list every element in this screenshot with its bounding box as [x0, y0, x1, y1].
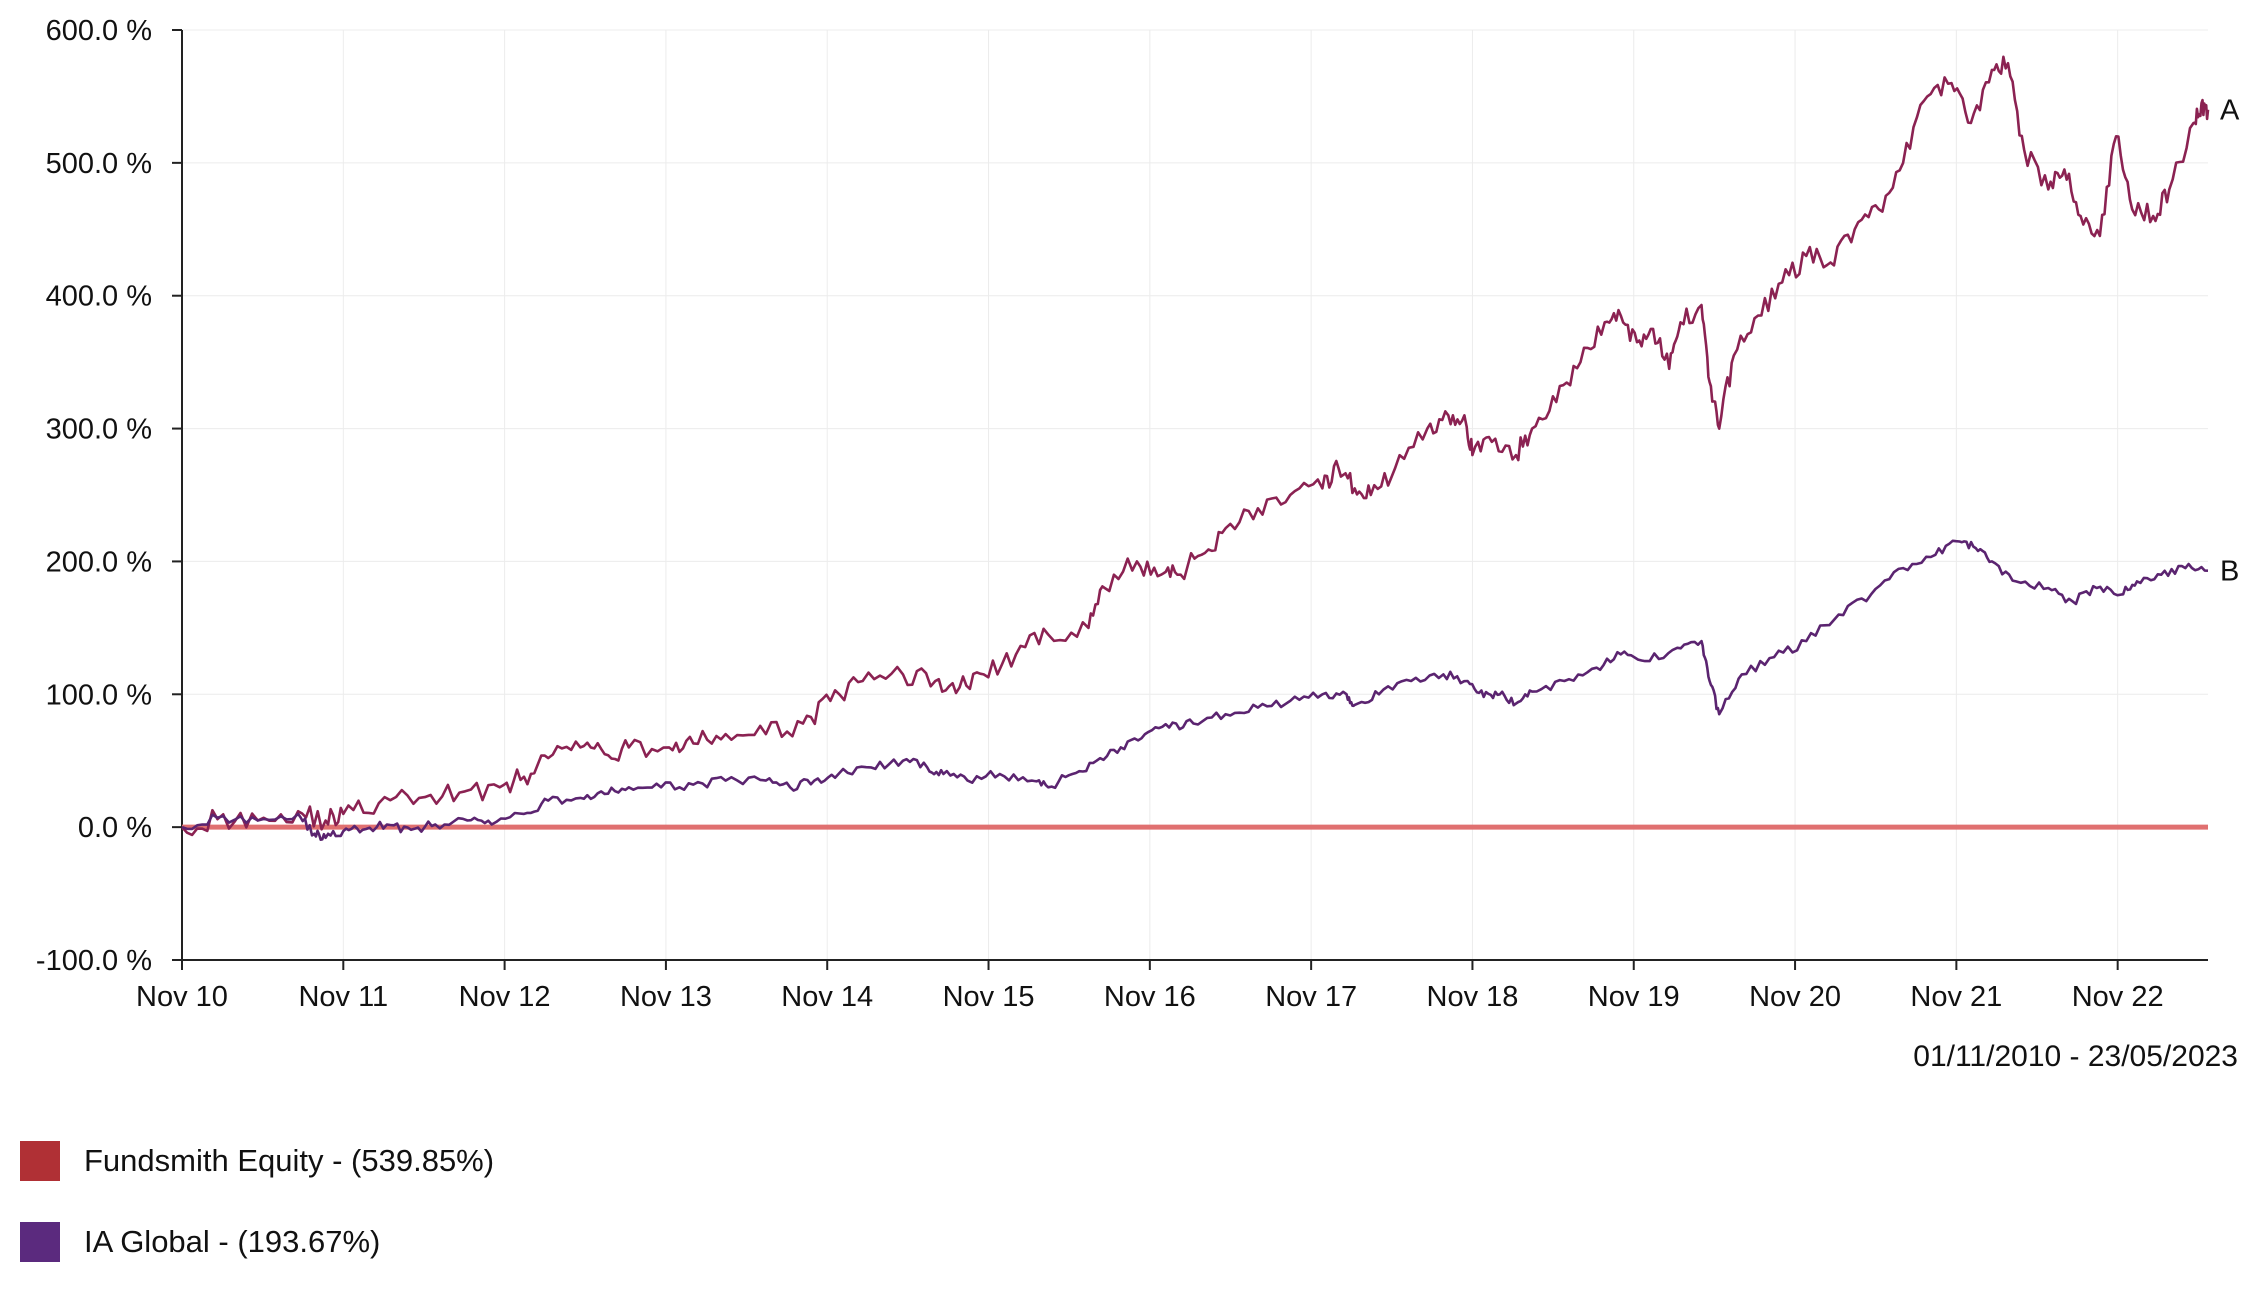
y-tick-label: 0.0 %: [78, 812, 152, 844]
y-axis-ticks: -100.0 % 0.0 % 100.0 % 200.0 % 300.0 % 400.0 …: [36, 15, 182, 977]
x-tick-label: Nov 19: [1588, 981, 1680, 1013]
x-tick-label: Nov 18: [1427, 981, 1519, 1013]
x-tick-label: Nov 22: [2072, 981, 2164, 1013]
series-tag-a: A: [2220, 95, 2240, 127]
x-tick-label: Nov 21: [1910, 981, 2002, 1013]
axes: [181, 30, 2208, 961]
y-tick-label: 200.0 %: [46, 546, 152, 578]
y-tick-label: -100.0 %: [36, 945, 152, 977]
y-tick-label: 500.0 %: [46, 148, 152, 180]
performance-chart: -100.0 % 0.0 % 100.0 % 200.0 % 300.0 % 400.0 …: [36, 15, 2240, 1013]
y-tick-label: 300.0 %: [46, 414, 152, 446]
x-tick-label: Nov 20: [1749, 981, 1841, 1013]
gridlines: [181, 29, 2208, 961]
series-tags: AB: [2220, 95, 2240, 588]
series-tag-b: B: [2220, 556, 2239, 588]
date-range-label: 01/11/2010 - 23/05/2023: [1913, 1040, 2238, 1073]
x-tick-label: Nov 12: [459, 981, 551, 1013]
x-tick-label: Nov 16: [1104, 981, 1196, 1013]
series-line-b: [181, 539, 2209, 841]
x-axis-ticks: Nov 10 Nov 11 Nov 12 Nov 13 Nov 14 Nov 15 Nov …: [136, 960, 2164, 1013]
x-tick-label: Nov 10: [136, 981, 228, 1013]
x-tick-label: Nov 17: [1265, 981, 1357, 1013]
x-tick-label: Nov 13: [620, 981, 712, 1013]
x-tick-label: Nov 14: [781, 981, 873, 1013]
series-line-a: [181, 55, 2210, 837]
y-tick-label: 100.0 %: [46, 679, 152, 711]
y-tick-label: 400.0 %: [46, 281, 152, 313]
legend-item-ia-global[interactable]: IA Global - (193.67%): [20, 1222, 494, 1262]
x-tick-label: Nov 11: [298, 981, 388, 1013]
y-tick-label: 600.0 %: [46, 15, 152, 47]
legend-swatch-fundsmith: [20, 1141, 60, 1181]
x-tick-label: Nov 15: [943, 981, 1035, 1013]
legend-item-fundsmith[interactable]: Fundsmith Equity - (539.85%): [20, 1141, 494, 1181]
legend-label-ia-global: IA Global - (193.67%): [84, 1224, 381, 1259]
series-lines: [181, 55, 2210, 841]
legend: Fundsmith Equity - (539.85%) IA Global -…: [20, 1141, 494, 1303]
legend-label-fundsmith: Fundsmith Equity - (539.85%): [84, 1143, 495, 1178]
legend-swatch-ia-global: [20, 1222, 60, 1262]
